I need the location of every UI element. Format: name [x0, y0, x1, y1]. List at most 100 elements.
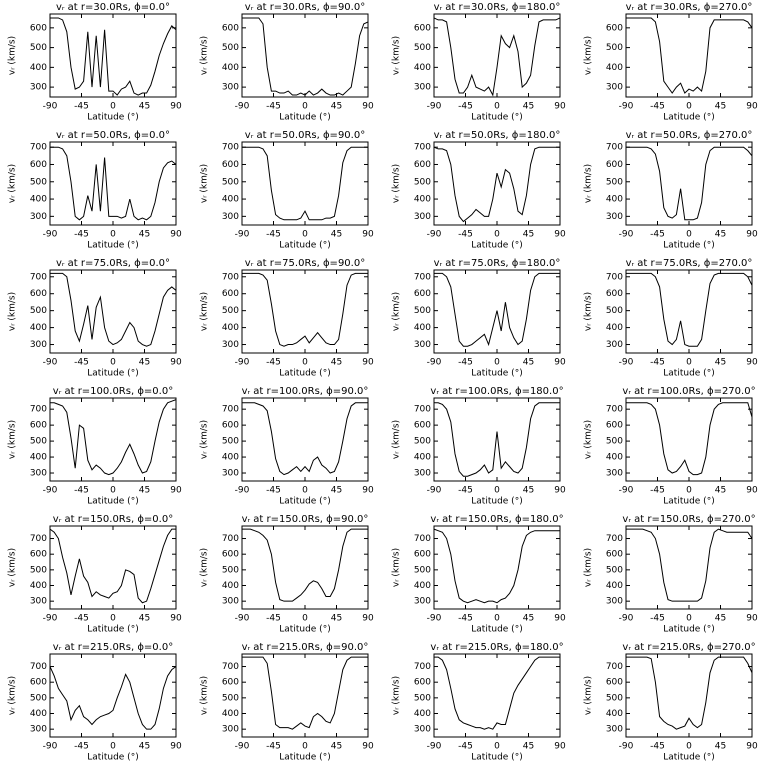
y-axis-label: vᵣ (km/s)	[200, 164, 210, 203]
y-tick-label: 600	[606, 289, 623, 299]
panel-title: vᵣ at r=215.0Rs, ϕ=90.0°	[242, 642, 369, 653]
x-tick-label: -45	[458, 742, 473, 752]
x-tick-label: 0	[110, 102, 116, 112]
x-tick-label: -45	[458, 102, 473, 112]
panel: vᵣ at r=150.0Rs, ϕ=270.0° -90 -45 0 45 90 300 4…	[584, 514, 758, 635]
x-tick-label: 0	[686, 358, 692, 368]
y-tick-label: 400	[606, 581, 623, 591]
x-tick-label: 90	[362, 358, 374, 368]
x-tick-label: 0	[494, 102, 500, 112]
panel-title: vᵣ at r=30.0Rs, ϕ=180.0°	[434, 2, 561, 13]
x-axis-label: Latitude (°)	[471, 241, 522, 251]
y-tick-label: 700	[222, 405, 239, 415]
y-tick-label: 600	[222, 160, 239, 170]
y-tick-label: 400	[30, 709, 47, 719]
y-axis-label: vᵣ (km/s)	[200, 548, 210, 587]
y-tick-label: 500	[414, 437, 431, 447]
y-tick-label: 600	[222, 678, 239, 688]
y-tick-label: 700	[30, 662, 47, 672]
panel: vᵣ at r=215.0Rs, ϕ=270.0° -90 -45 0 45 90 300 4…	[584, 642, 758, 763]
panel-title: vᵣ at r=50.0Rs, ϕ=180.0°	[434, 130, 561, 141]
x-tick-label: -45	[458, 486, 473, 496]
x-tick-label: 0	[302, 742, 308, 752]
y-axis-label: vᵣ (km/s)	[200, 292, 210, 331]
y-tick-label: 600	[606, 421, 623, 431]
y-tick-label: 300	[606, 83, 623, 93]
panel: vᵣ at r=150.0Rs, ϕ=0.0° -90 -45 0 45 90 300 400…	[8, 514, 182, 635]
y-axis-label: vᵣ (km/s)	[200, 36, 210, 75]
x-tick-label: 45	[523, 102, 534, 112]
data-line	[433, 146, 560, 223]
y-tick-label: 500	[30, 693, 47, 703]
data-line	[50, 146, 177, 221]
panel-title: vᵣ at r=30.0Rs, ϕ=90.0°	[245, 2, 365, 13]
y-tick-label: 500	[414, 306, 431, 316]
x-tick-label: 0	[302, 358, 308, 368]
y-axis-label: vᵣ (km/s)	[584, 164, 594, 203]
x-tick-label: -90	[43, 358, 58, 368]
x-axis-label: Latitude (°)	[471, 369, 522, 379]
data-line	[242, 272, 368, 347]
y-tick-label: 500	[222, 306, 239, 316]
x-tick-label: 90	[746, 614, 758, 624]
y-tick-label: 500	[414, 565, 431, 575]
panel-title: vᵣ at r=30.0Rs, ϕ=270.0°	[626, 2, 753, 13]
x-tick-label: 90	[746, 486, 758, 496]
x-tick-label: 90	[554, 102, 566, 112]
x-tick-label: 90	[170, 742, 182, 752]
x-tick-label: 45	[139, 358, 150, 368]
x-tick-label: -45	[650, 102, 665, 112]
panel: vᵣ at r=30.0Rs, ϕ=0.0° -90 -45 0 45 90 300 400 5…	[8, 2, 182, 123]
y-tick-label: 300	[222, 212, 239, 222]
y-tick-label: 400	[222, 709, 239, 719]
y-tick-label: 300	[606, 340, 623, 350]
data-line	[433, 17, 561, 97]
data-line	[49, 528, 176, 604]
y-tick-label: 600	[30, 23, 47, 33]
y-tick-label: 500	[30, 437, 47, 447]
x-tick-label: 0	[110, 486, 116, 496]
y-tick-label: 400	[606, 195, 623, 205]
x-tick-label: 90	[362, 742, 374, 752]
x-tick-label: -45	[650, 230, 665, 240]
panel: vᵣ at r=50.0Rs, ϕ=180.0° -90 -45 0 45 90 300 40…	[392, 130, 566, 251]
x-tick-label: -45	[266, 742, 281, 752]
y-tick-label: 400	[30, 453, 47, 463]
y-tick-label: 500	[606, 437, 623, 447]
x-tick-label: 90	[170, 230, 182, 240]
data-line	[242, 17, 369, 96]
y-tick-label: 600	[30, 289, 47, 299]
panel-title: vᵣ at r=75.0Rs, ϕ=90.0°	[245, 258, 365, 269]
x-axis-label: Latitude (°)	[279, 625, 330, 635]
x-tick-label: 90	[554, 742, 566, 752]
x-axis-label: Latitude (°)	[279, 497, 330, 507]
y-tick-label: 700	[606, 272, 623, 282]
x-tick-label: 0	[302, 614, 308, 624]
y-tick-label: 600	[30, 160, 47, 170]
plot-frame	[49, 269, 177, 354]
x-tick-label: 45	[331, 358, 342, 368]
y-tick-label: 600	[414, 421, 431, 431]
plot-frame	[625, 397, 753, 482]
y-tick-label: 700	[30, 143, 47, 153]
panel-title: vᵣ at r=100.0Rs, ϕ=270.0°	[622, 386, 755, 397]
y-tick-label: 400	[414, 323, 431, 333]
x-tick-label: 0	[302, 486, 308, 496]
x-axis-label: Latitude (°)	[87, 241, 138, 251]
x-tick-label: -45	[74, 230, 89, 240]
y-tick-label: 400	[606, 709, 623, 719]
y-tick-label: 600	[606, 160, 623, 170]
y-axis-label: vᵣ (km/s)	[392, 676, 402, 715]
y-axis-label: vᵣ (km/s)	[584, 292, 594, 331]
x-tick-label: 90	[362, 486, 374, 496]
y-tick-label: 700	[222, 534, 239, 544]
x-tick-label: 45	[139, 614, 150, 624]
x-tick-label: 90	[746, 358, 758, 368]
panel: vᵣ at r=150.0Rs, ϕ=90.0° -90 -45 0 45 90 300 40…	[200, 514, 374, 635]
panel: vᵣ at r=30.0Rs, ϕ=180.0° -90 -45 0 45 90 300 40…	[392, 2, 566, 123]
panel-title: vᵣ at r=50.0Rs, ϕ=270.0°	[626, 130, 753, 141]
y-tick-label: 500	[606, 306, 623, 316]
y-tick-label: 400	[222, 581, 239, 591]
x-tick-label: 90	[554, 614, 566, 624]
y-tick-label: 700	[606, 143, 623, 153]
